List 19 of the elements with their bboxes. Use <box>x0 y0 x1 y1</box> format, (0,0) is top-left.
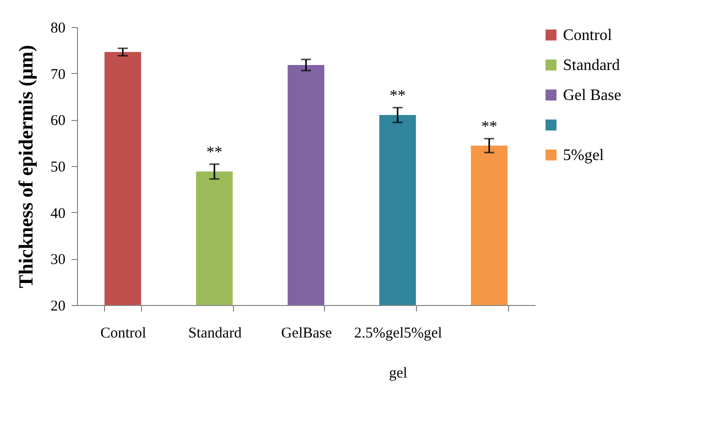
y-tick-label: 80 <box>50 20 66 36</box>
data-label: ** <box>206 144 222 162</box>
x-tick-label: Standard <box>188 326 242 342</box>
x-tick-label: GelBase <box>281 326 332 342</box>
y-tick-label: 70 <box>50 66 66 83</box>
y-tick-label: 50 <box>50 160 66 176</box>
y-axis-title: Thickness of epidermis (µm) <box>16 44 38 288</box>
y-tick-label: 60 <box>50 113 66 130</box>
data-label: ** <box>390 88 406 105</box>
data-label: ** <box>481 118 498 136</box>
legend-label: Gel Base <box>563 87 622 104</box>
legend-label: Control <box>563 27 612 44</box>
y-tick-label: 30 <box>50 252 66 268</box>
x-tick-label: Control <box>100 326 146 342</box>
y-tick-label: 40 <box>50 206 66 222</box>
legend-label: Standard <box>563 57 620 74</box>
y-tick-label: 20 <box>50 298 66 314</box>
legend-label: 5%gel <box>563 147 604 164</box>
category-label: 2.5%gel5%gel gel <box>354 326 442 382</box>
